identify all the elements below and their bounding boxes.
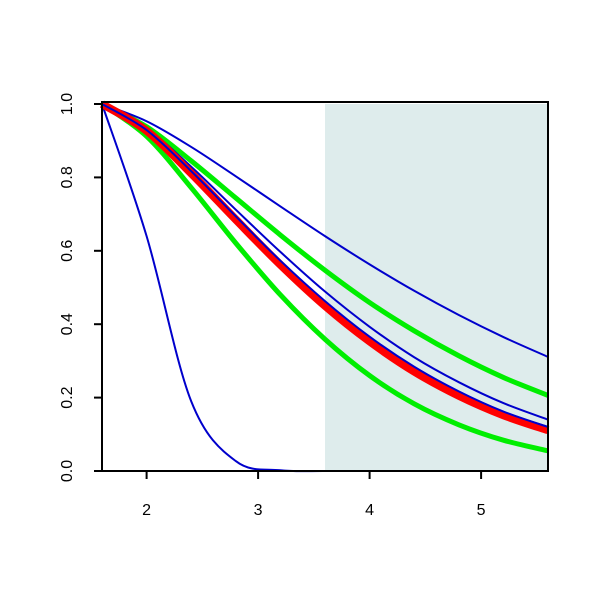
x-tick-label: 2: [142, 502, 151, 519]
y-tick-label: 0.0: [59, 460, 76, 482]
curve: [100, 101, 549, 454]
y-tick-label: 0.2: [59, 386, 76, 408]
plot-frame: [101, 101, 549, 472]
y-tick-label: 0.4: [59, 313, 76, 335]
curve: [100, 101, 549, 398]
x-tick-label: 3: [254, 502, 263, 519]
y-tick-label: 1.0: [59, 93, 76, 115]
curve: [101, 103, 549, 428]
curve: [101, 103, 549, 358]
x-tick-label: 5: [477, 502, 486, 519]
y-tick-label: 0.6: [59, 240, 76, 262]
y-tick-label: 0.8: [59, 166, 76, 188]
curve: [99, 100, 550, 435]
x-tick-label: 4: [365, 502, 374, 519]
highlight-region: [325, 104, 548, 471]
